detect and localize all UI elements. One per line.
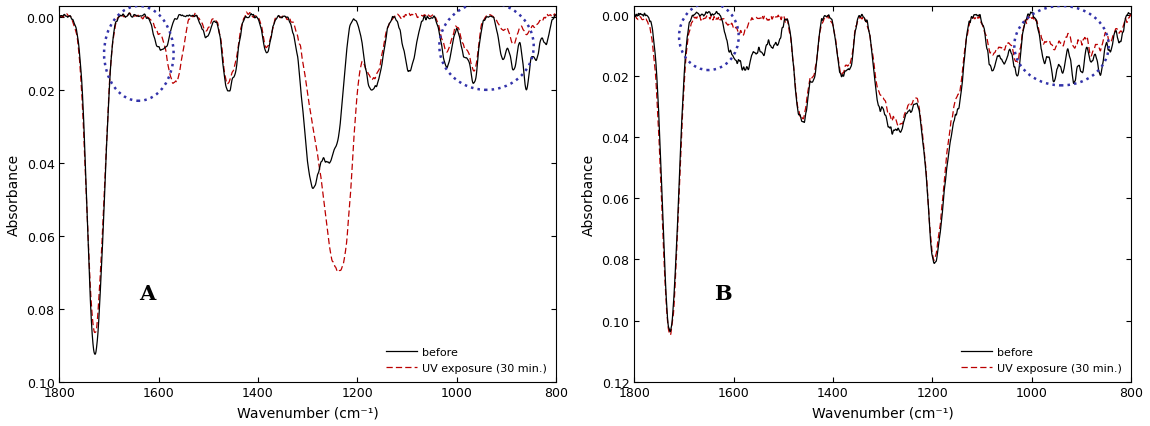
Legend: before, UV exposure (30 min.): before, UV exposure (30 min.) <box>382 344 551 376</box>
Text: B: B <box>714 283 731 303</box>
before <box>122 12 136 17</box>
UV exposure (30 min.) <box>87 330 101 335</box>
before <box>1125 12 1138 17</box>
UV exposure (30 min.) <box>53 15 67 20</box>
UV exposure (30 min.) <box>714 18 728 23</box>
UV exposure (30 min.) <box>550 15 564 20</box>
before <box>628 14 642 19</box>
before <box>819 14 833 19</box>
UV exposure (30 min.) <box>1125 12 1138 17</box>
UV exposure (30 min.) <box>664 333 677 338</box>
before <box>710 10 723 15</box>
before <box>89 352 102 357</box>
Line: before: before <box>60 14 557 354</box>
UV exposure (30 min.) <box>1061 32 1075 37</box>
before <box>486 15 500 20</box>
before <box>109 20 123 25</box>
before <box>840 69 853 74</box>
UV exposure (30 min.) <box>539 13 553 18</box>
UV exposure (30 min.) <box>109 20 123 26</box>
Line: UV exposure (30 min.): UV exposure (30 min.) <box>60 13 557 333</box>
before <box>714 15 728 20</box>
UV exposure (30 min.) <box>840 63 853 69</box>
UV exposure (30 min.) <box>628 14 642 19</box>
before <box>539 42 553 47</box>
UV exposure (30 min.) <box>1114 30 1128 35</box>
Line: UV exposure (30 min.): UV exposure (30 min.) <box>635 14 1132 335</box>
Text: A: A <box>139 283 155 303</box>
UV exposure (30 min.) <box>239 11 253 16</box>
UV exposure (30 min.) <box>684 22 698 27</box>
before <box>53 15 67 20</box>
before <box>664 329 677 334</box>
before <box>1114 36 1128 41</box>
Y-axis label: Absorbance: Absorbance <box>7 153 21 235</box>
UV exposure (30 min.) <box>264 32 278 37</box>
before <box>550 13 564 18</box>
before <box>244 14 258 19</box>
before <box>264 32 278 37</box>
Legend: before, UV exposure (30 min.): before, UV exposure (30 min.) <box>957 344 1126 376</box>
UV exposure (30 min.) <box>244 11 258 16</box>
Line: before: before <box>635 12 1132 332</box>
X-axis label: Wavenumber (cm⁻¹): Wavenumber (cm⁻¹) <box>812 405 953 419</box>
UV exposure (30 min.) <box>818 17 831 22</box>
UV exposure (30 min.) <box>486 15 500 20</box>
before <box>139 15 153 20</box>
before <box>684 17 698 22</box>
X-axis label: Wavenumber (cm⁻¹): Wavenumber (cm⁻¹) <box>237 405 378 419</box>
Y-axis label: Absorbance: Absorbance <box>582 153 596 235</box>
before <box>1061 48 1075 53</box>
UV exposure (30 min.) <box>139 14 153 19</box>
